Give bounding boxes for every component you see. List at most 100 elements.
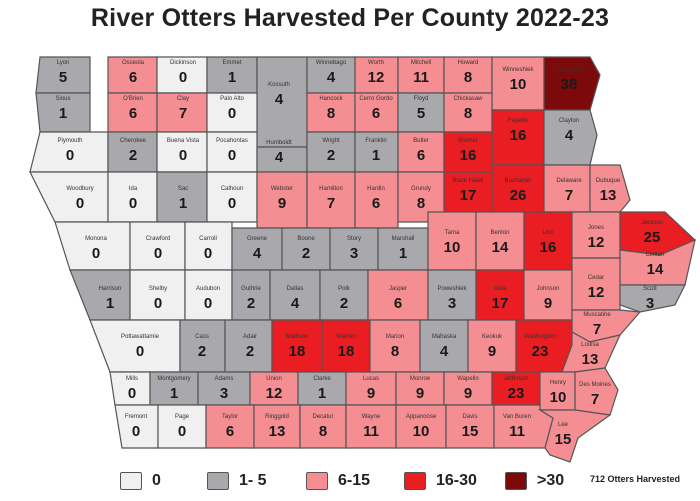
county-monroe: Monroe 9 [395, 371, 445, 406]
county-fayette: Fayette 16 [491, 109, 545, 166]
county-name-floyd: Floyd [414, 96, 429, 102]
county-name-audubon: Audubon [196, 286, 220, 292]
county-story: Story 3 [329, 227, 379, 271]
county-value-lyon: 5 [59, 69, 67, 86]
county-name-clay: Clay [177, 96, 189, 102]
county-name-clayton: Clayton [559, 118, 579, 124]
county-value-clarke: 1 [318, 385, 326, 402]
county-name-dallas: Dallas [287, 286, 304, 292]
county-mitchell: Mitchell 11 [397, 56, 445, 94]
county-value-crawford: 0 [154, 245, 162, 262]
county-value-ringgold: 13 [269, 423, 286, 440]
county-value-washington: 23 [532, 343, 549, 360]
county-name-humboldt: Humboldt [266, 140, 292, 146]
county-o-brien: O'Brien 6 [107, 92, 158, 133]
county-value-buchanan: 26 [510, 187, 527, 204]
county-value-buena-vista: 0 [179, 147, 187, 164]
county-value-grundy: 8 [417, 195, 425, 212]
county-cedar: Cedar 12 [571, 257, 621, 311]
county-name-kossuth: Kossuth [268, 82, 290, 88]
county-value-clayton: 4 [565, 127, 574, 144]
county-name-winnebago: Winnebago [316, 60, 347, 66]
county-pottawattamie: Pottawattamie 0 [89, 319, 181, 373]
county-franklin: Franklin 1 [354, 131, 399, 173]
county-mills: Mills 0 [109, 371, 151, 406]
county-name-hancock: Hancock [319, 96, 343, 102]
county-value-des-moines: 7 [591, 391, 599, 408]
county-des-moines: Des Moines 7 [574, 367, 619, 416]
county-name-winneshiek: Winneshiek [502, 67, 534, 73]
county-value-sac: 1 [179, 195, 187, 212]
county-value-benton: 14 [492, 239, 509, 256]
county-value-monroe: 9 [416, 385, 424, 402]
county-audubon: Audubon 0 [184, 269, 233, 321]
county-value-ida: 0 [129, 195, 137, 212]
county-name-tama: Tama [445, 230, 460, 236]
county-chickasaw: Chickasaw 8 [443, 92, 493, 133]
county-name-monona: Monona [85, 236, 107, 242]
county-value-scott: 3 [646, 295, 654, 312]
county-name-polk: Polk [338, 286, 351, 292]
county-value-wapello: 9 [464, 385, 472, 402]
county-benton: Benton 14 [475, 211, 525, 271]
county-shape-des-moines [574, 367, 619, 416]
county-name-clinton: Clinton [646, 252, 665, 258]
county-name-lyon: Lyon [57, 60, 70, 66]
county-name-johnson: Johnson [537, 286, 560, 292]
county-value-greene: 4 [253, 245, 262, 262]
county-name-pottawattamie: Pottawattamie [121, 334, 160, 340]
county-name-fremont: Fremont [125, 414, 148, 420]
county-name-boone: Boone [297, 236, 315, 242]
county-clay: Clay 7 [156, 92, 208, 133]
county-value-pocahontas: 0 [228, 147, 236, 164]
county-shape-dubuque [589, 164, 631, 213]
county-poweshiek: Poweshiek 3 [427, 269, 477, 321]
legend-swatch-6-15 [306, 472, 328, 490]
county-louisa: Louisa 13 [561, 330, 622, 373]
county-name-emmet: Emmet [222, 60, 241, 66]
county-mahaska: Mahaska 4 [419, 319, 469, 373]
county-plymouth: Plymouth 0 [29, 131, 109, 173]
county-name-benton: Benton [490, 230, 509, 236]
county-name-sioux: Sioux [55, 96, 70, 102]
county-value-louisa: 13 [582, 351, 599, 368]
county-lyon: Lyon 5 [35, 56, 91, 94]
legend-item-6-15: 6-15 [306, 470, 370, 492]
county-value-jefferson: 23 [508, 385, 525, 402]
county-emmet: Emmet 1 [206, 56, 258, 94]
county-value-lee: 15 [555, 431, 572, 448]
county-value-pottawattamie: 0 [136, 343, 144, 360]
county-name-scott: Scott [643, 286, 657, 292]
county-sioux: Sioux 1 [35, 92, 91, 133]
county-name-adams: Adams [215, 376, 234, 382]
county-name-dubuque: Dubuque [596, 178, 621, 184]
county-name-story: Story [347, 236, 361, 242]
county-value-clinton: 14 [647, 261, 664, 278]
county-value-guthrie: 2 [247, 295, 255, 312]
county-buchanan: Buchanan 26 [491, 164, 545, 213]
county-name-jones: Jones [588, 225, 604, 231]
county-value-winnebago: 4 [327, 69, 336, 86]
county-value-o-brien: 6 [129, 105, 137, 122]
county-allamakee: Allamakee 38 [543, 56, 601, 111]
county-union: Union 12 [249, 371, 299, 406]
county-lucas: Lucas 9 [345, 371, 397, 406]
legend-label-0: 0 [152, 472, 161, 489]
legend-item-0: 0 [120, 470, 161, 492]
county-value-story: 3 [350, 245, 358, 262]
county-shape-clayton [543, 109, 598, 166]
county-name-appanoose: Appanoose [406, 414, 437, 420]
county-name-osceola: Osceola [122, 60, 145, 66]
county-greene: Greene 4 [231, 227, 283, 271]
county-value-montgomery: 1 [170, 385, 178, 402]
legend-swatch-1-5 [207, 472, 229, 490]
county-palo-alto: Palo Alto 0 [206, 92, 258, 133]
county-jones: Jones 12 [571, 211, 621, 259]
legend-item-1-5: 1- 5 [207, 470, 267, 492]
county-value-union: 12 [266, 385, 283, 402]
county-value-audubon: 0 [204, 295, 212, 312]
total-harvest-label: 712 Otters Harvested [590, 474, 681, 484]
county-name-davis: Davis [462, 414, 477, 420]
county-name-madison: Madison [286, 334, 309, 340]
legend-label-6-15: 6-15 [338, 472, 371, 489]
